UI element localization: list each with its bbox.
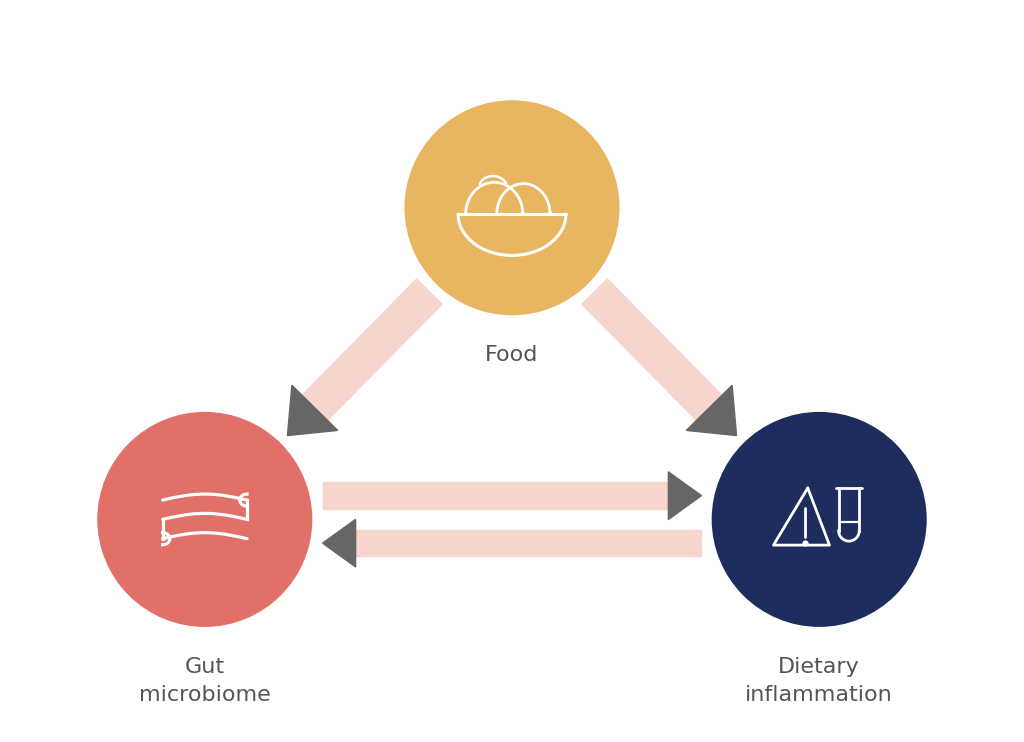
Ellipse shape — [712, 412, 927, 627]
Polygon shape — [355, 530, 701, 556]
Polygon shape — [288, 385, 338, 436]
Polygon shape — [686, 385, 736, 436]
Polygon shape — [302, 279, 442, 421]
Ellipse shape — [97, 412, 312, 627]
Text: Gut
microbiome: Gut microbiome — [139, 657, 270, 705]
Text: Dietary
inflammation: Dietary inflammation — [745, 657, 893, 705]
Ellipse shape — [404, 100, 620, 315]
Polygon shape — [323, 519, 355, 567]
Polygon shape — [582, 279, 722, 421]
Text: Food: Food — [485, 345, 539, 365]
Polygon shape — [323, 482, 669, 509]
Polygon shape — [669, 472, 701, 519]
